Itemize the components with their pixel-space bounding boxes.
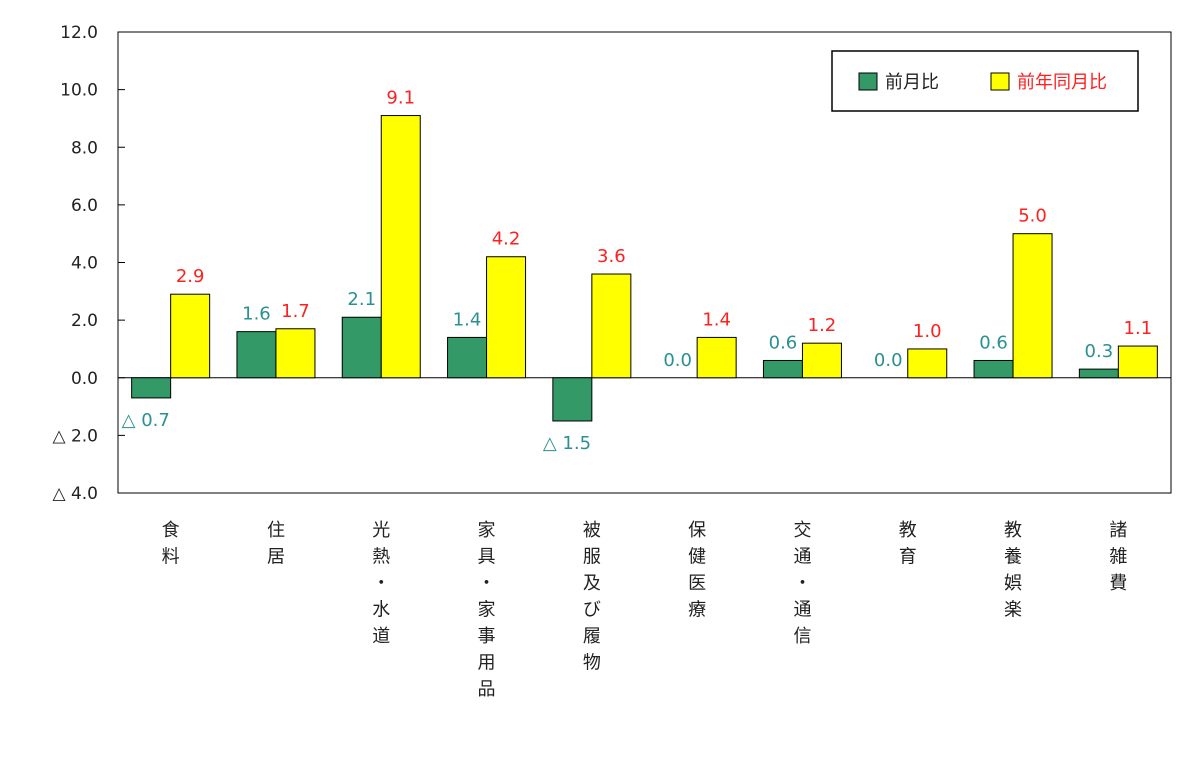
x-tick-label-char: ・ (372, 573, 390, 594)
bar-yoy (380, 115, 421, 379)
y-tick-label: 10.0 (60, 81, 98, 101)
bar-yoy (801, 342, 842, 379)
data-label: △ 0.7 (122, 410, 170, 431)
bar-yoy (907, 348, 948, 379)
bar-mom (447, 336, 488, 379)
x-tick-label-char: 履 (583, 626, 601, 647)
x-tick-label-char: 療 (688, 600, 706, 621)
x-tick-label-char: 家 (478, 520, 496, 541)
legend-label-yoy: 前年同月比 (1017, 72, 1107, 93)
data-label: △ 1.5 (543, 433, 591, 454)
bar-yoy (275, 328, 316, 379)
y-tick-label: 0.0 (71, 369, 98, 389)
data-label: 0.6 (769, 332, 798, 353)
bar-yoy (486, 256, 527, 379)
legend-swatch-mom (858, 72, 878, 91)
bar-mom (552, 377, 593, 422)
bar-mom (341, 316, 382, 379)
y-tick-label: 2.0 (71, 311, 98, 331)
x-tick-label-char: び (583, 600, 601, 621)
x-tick-label-char: 育 (899, 547, 917, 568)
x-tick-label-char: 信 (793, 626, 811, 647)
x-tick-label-char: 医 (688, 573, 706, 594)
x-tick-label-char: 保 (688, 520, 706, 541)
y-tick-label: 4.0 (71, 254, 98, 274)
bar-mom (236, 331, 277, 379)
x-tick-label-char: 通 (793, 547, 811, 568)
data-label: 0.0 (663, 350, 692, 371)
data-label: 1.6 (242, 304, 271, 325)
x-tick-label-char: 事 (478, 626, 496, 647)
x-tick-label-char: 料 (162, 547, 180, 568)
data-label: 2.9 (176, 266, 205, 287)
bar-yoy (1012, 233, 1053, 379)
x-tick-label-char: 水 (372, 600, 390, 621)
x-tick-label-char: 用 (478, 653, 496, 674)
x-tick-label-char: 食 (162, 520, 180, 541)
x-tick-label-char: 品 (478, 679, 496, 700)
data-label: 0.0 (874, 350, 903, 371)
y-tick-label: △ 4.0 (52, 484, 98, 504)
data-label: 4.2 (492, 229, 521, 250)
bar-yoy (1117, 345, 1158, 379)
data-label: 5.0 (1018, 206, 1047, 227)
data-label: 1.4 (453, 309, 482, 330)
data-label: 1.7 (281, 301, 310, 322)
y-tick-label: △ 2.0 (52, 426, 98, 446)
x-tick-label-char: 道 (372, 626, 390, 647)
legend-label-mom: 前月比 (885, 72, 939, 93)
legend-swatch-yoy (990, 72, 1010, 91)
x-tick-label-char: 娯 (1004, 573, 1022, 594)
x-tick-label-char: 諸 (1109, 520, 1127, 541)
x-tick-label-char: 光 (372, 520, 390, 541)
bar-mom (973, 359, 1014, 379)
x-tick-label-char: ・ (793, 573, 811, 594)
data-label: 1.4 (702, 309, 731, 330)
x-tick-label-char: 楽 (1004, 600, 1022, 621)
x-tick-label-char: 雑 (1109, 547, 1127, 568)
y-tick-label: 6.0 (71, 196, 98, 216)
data-label: 1.2 (808, 315, 837, 336)
x-tick-label-char: 被 (583, 520, 601, 541)
x-tick-label-char: ・ (478, 573, 496, 594)
data-label: 1.0 (913, 321, 942, 342)
data-label: 3.6 (597, 246, 626, 267)
x-tick-label-char: 養 (1004, 547, 1022, 568)
data-label: 0.3 (1085, 341, 1114, 362)
x-tick-label-char: 具 (478, 547, 496, 568)
bar-yoy (591, 273, 632, 379)
bar-yoy (170, 293, 211, 379)
data-label: 2.1 (347, 289, 376, 310)
y-tick-label: 8.0 (71, 138, 98, 158)
x-tick-label-char: 家 (478, 600, 496, 621)
x-tick-label-char: 通 (793, 600, 811, 621)
x-tick-label-char: 物 (583, 653, 601, 674)
bar-mom (1078, 368, 1119, 379)
y-tick-label: 12.0 (60, 23, 98, 43)
x-tick-label-char: 教 (1004, 520, 1022, 541)
x-tick-label-char: 及 (583, 573, 601, 594)
x-tick-label-char: 服 (583, 547, 601, 568)
x-tick-label-char: 教 (899, 520, 917, 541)
x-tick-label-char: 住 (267, 520, 285, 541)
legend (831, 50, 1139, 112)
x-tick-label-char: 交 (793, 520, 811, 541)
x-tick-label-char: 熱 (372, 547, 390, 568)
data-label: 9.1 (386, 88, 415, 109)
bar-yoy (696, 336, 737, 379)
x-tick-label-char: 費 (1109, 573, 1127, 594)
x-tick-label-char: 健 (688, 547, 706, 568)
data-label: 0.6 (979, 332, 1008, 353)
x-tick-label-char: 居 (267, 547, 285, 568)
data-label: 1.1 (1124, 318, 1153, 339)
bar-mom (762, 359, 803, 379)
bar-mom (131, 377, 172, 399)
